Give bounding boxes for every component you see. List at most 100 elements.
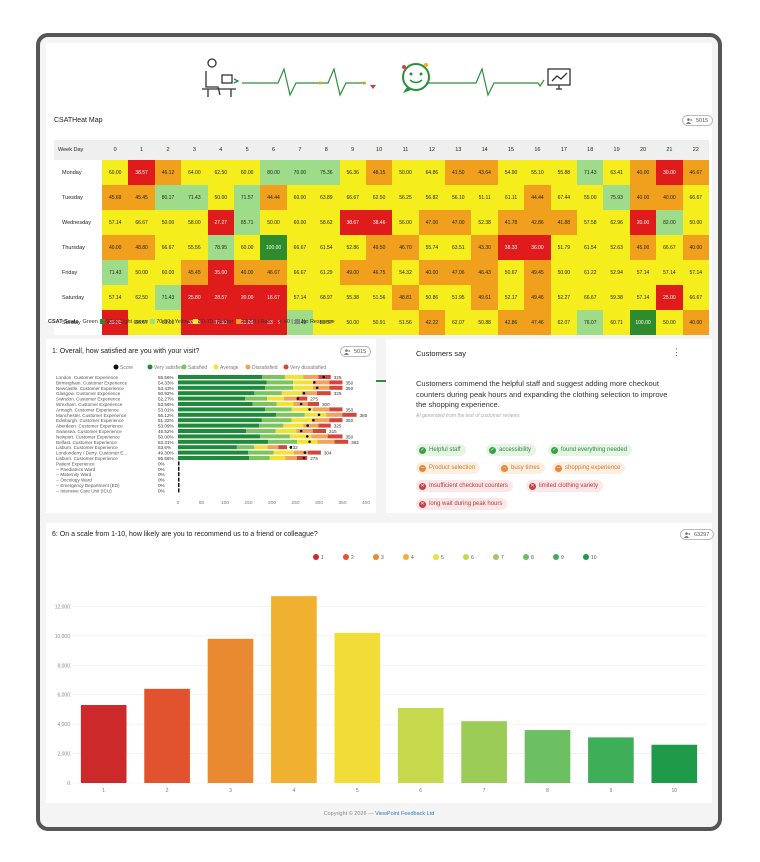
heatmap-cell[interactable]: 40.00 xyxy=(102,235,129,260)
heatmap-cell[interactable]: 46.70 xyxy=(392,235,419,260)
heatmap-cell[interactable]: 47.00 xyxy=(418,210,446,235)
heatmap-cell[interactable]: 50.00 xyxy=(339,310,366,335)
legend-swatch[interactable] xyxy=(553,554,559,560)
heatmap-cell[interactable]: 57.14 xyxy=(102,285,129,310)
heatmap-cell[interactable]: 54.32 xyxy=(392,260,419,285)
heatmap-cell[interactable]: 16.67 xyxy=(260,285,287,310)
stack-segment[interactable] xyxy=(312,407,330,412)
legend-swatch[interactable] xyxy=(493,554,499,560)
heatmap-cell[interactable]: 40.00 xyxy=(233,260,261,285)
heatmap-cell[interactable]: 55.56 xyxy=(181,235,208,260)
heatmap-cell[interactable]: 53.57 xyxy=(313,310,340,335)
heatmap-cell[interactable]: 46.67 xyxy=(682,160,709,185)
heatmap-cell[interactable]: 57.14 xyxy=(656,260,683,285)
stack-segment[interactable] xyxy=(178,380,267,385)
heatmap-cell[interactable]: 47.00 xyxy=(445,210,472,235)
heatmap-cell[interactable]: 50.00 xyxy=(128,260,155,285)
stack-segment[interactable] xyxy=(267,445,279,450)
heatmap-cell[interactable]: 71.57 xyxy=(233,185,261,210)
stack-segment[interactable] xyxy=(178,418,262,423)
stack-segment[interactable] xyxy=(312,385,330,390)
heatmap-cell[interactable]: 62.07 xyxy=(445,310,472,335)
stack-segment[interactable] xyxy=(283,423,304,428)
heatmap-cell[interactable]: 61.11 xyxy=(497,185,525,210)
heatmap-cell[interactable]: 60.00 xyxy=(233,160,261,185)
heatmap-cell[interactable]: 61.22 xyxy=(577,260,604,285)
heatmap-cell[interactable]: 52.38 xyxy=(471,210,498,235)
stack-segment[interactable] xyxy=(178,402,253,406)
stack-segment[interactable] xyxy=(178,385,266,390)
heatmap-cell[interactable]: 60.00 xyxy=(286,185,314,210)
heatmap-cell[interactable]: 40.00 xyxy=(629,185,657,210)
stack-segment[interactable] xyxy=(311,434,328,439)
stack-segment[interactable] xyxy=(289,434,312,439)
heatmap-cell[interactable]: 62.50 xyxy=(207,160,234,185)
stack-segment[interactable] xyxy=(178,375,263,379)
heatmap-cell[interactable]: 54.90 xyxy=(497,160,525,185)
heatmap-cell[interactable]: 40.00 xyxy=(682,235,709,260)
q6-response-badge[interactable]: 63297 xyxy=(680,529,715,540)
stack-segment[interactable] xyxy=(178,434,261,439)
heatmap-cell[interactable]: 64.00 xyxy=(181,160,208,185)
bar[interactable] xyxy=(461,721,507,783)
stack-segment[interactable] xyxy=(246,429,276,433)
heatmap-cell[interactable]: 42.86 xyxy=(497,310,525,335)
stack-segment[interactable] xyxy=(293,450,309,455)
heatmap-cell[interactable]: 51.11 xyxy=(471,185,498,210)
heatmap-cell[interactable]: 48.15 xyxy=(365,160,393,185)
topic-chip[interactable]: – Product selection xyxy=(416,462,481,474)
heatmap-cell[interactable]: 25.00 xyxy=(656,285,683,310)
stack-segment[interactable] xyxy=(303,375,319,379)
heatmap-cell[interactable]: 62.96 xyxy=(603,210,630,235)
stack-segment[interactable] xyxy=(265,385,294,390)
q1-response-badge[interactable]: 5015 xyxy=(340,346,372,357)
heatmap-cell[interactable]: 50.00 xyxy=(656,310,683,335)
heatmap-cell[interactable]: 45.45 xyxy=(128,185,155,210)
company-link[interactable]: ViewPoint Feedback Ltd xyxy=(375,811,435,817)
stack-segment[interactable] xyxy=(312,429,327,433)
stack-segment[interactable] xyxy=(308,450,321,455)
bar[interactable] xyxy=(271,596,317,783)
heatmap-cell[interactable]: 60.00 xyxy=(102,160,129,185)
heatmap-cell[interactable]: 50.00 xyxy=(260,210,287,235)
heatmap-cell[interactable]: 61.54 xyxy=(577,235,604,260)
legend-swatch[interactable] xyxy=(463,554,469,560)
topic-chip[interactable]: – shopping experience xyxy=(552,462,626,474)
legend-swatch[interactable] xyxy=(313,554,319,560)
heatmap-cell[interactable]: 70.00 xyxy=(286,160,314,185)
stack-segment[interactable] xyxy=(278,445,288,450)
heatmap-cell[interactable]: 61.29 xyxy=(313,260,340,285)
stack-segment[interactable] xyxy=(254,445,268,450)
heatmap-cell[interactable]: 42.86 xyxy=(524,210,551,235)
heatmap-cell[interactable]: 46.12 xyxy=(154,160,182,185)
stack-segment[interactable] xyxy=(178,412,277,417)
stack-segment[interactable] xyxy=(261,418,292,423)
heatmap-cell[interactable]: 45.69 xyxy=(102,185,129,210)
heatmap-cell[interactable]: 63.89 xyxy=(313,185,340,210)
heatmap-cell[interactable]: 49.45 xyxy=(524,260,551,285)
stack-segment[interactable] xyxy=(327,434,343,439)
heatmap-cell[interactable]: 50.91 xyxy=(365,310,393,335)
heatmap-cell[interactable]: 50.00 xyxy=(154,210,182,235)
stack-segment[interactable] xyxy=(329,418,343,423)
stack-segment[interactable] xyxy=(178,396,246,401)
topic-chip[interactable]: ✕ Insufficient checkout counters xyxy=(416,480,513,492)
topic-chip[interactable]: ✓ accessibility xyxy=(486,444,537,456)
heatmap-cell[interactable]: 57.14 xyxy=(102,210,129,235)
stack-segment[interactable] xyxy=(265,407,292,412)
heatmap-cell[interactable]: 68.97 xyxy=(313,285,340,310)
heatmap-cell[interactable]: 55.74 xyxy=(418,235,446,260)
topic-chip[interactable]: ✓ Helpful staff xyxy=(416,444,466,456)
heatmap-cell[interactable]: 66.67 xyxy=(339,185,366,210)
heatmap-cell[interactable]: 100.00 xyxy=(260,235,287,260)
heatmap-cell[interactable]: 50.00 xyxy=(550,260,578,285)
heatmap-cell[interactable]: 44.44 xyxy=(524,185,551,210)
heatmap-cell[interactable]: 33.33 xyxy=(102,310,129,335)
stack-segment[interactable] xyxy=(291,407,313,412)
heatmap-cell[interactable]: 61.54 xyxy=(313,235,340,260)
stack-segment[interactable] xyxy=(260,434,290,439)
stack-segment[interactable] xyxy=(326,412,343,417)
heatmap-cell[interactable]: 60.71 xyxy=(603,310,630,335)
heatmap-cell[interactable]: 66.67 xyxy=(682,285,709,310)
heatmap-cell[interactable]: 62.07 xyxy=(550,310,578,335)
